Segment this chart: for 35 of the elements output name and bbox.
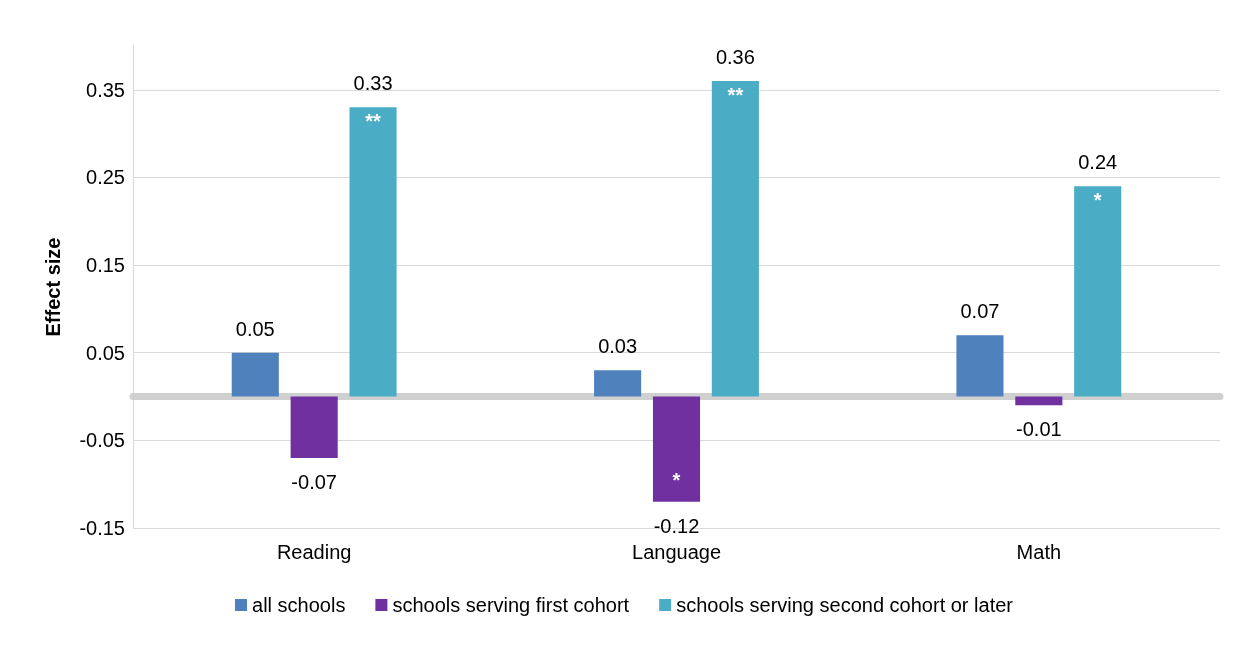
y-axis-title: Effect size xyxy=(42,237,64,337)
data-label: 0.07 xyxy=(960,300,1000,323)
data-label: -0.01 xyxy=(1016,418,1062,441)
x-tick-label: Language xyxy=(632,541,721,563)
bar xyxy=(956,335,1004,397)
bar xyxy=(652,396,701,502)
legend-label: all schools xyxy=(252,594,346,616)
bar xyxy=(231,352,279,397)
bar xyxy=(349,107,397,397)
y-tick-label: 0.15 xyxy=(86,254,125,277)
annotation: ** xyxy=(365,110,382,133)
y-tick-label: -0.15 xyxy=(79,517,125,539)
legend-label: schools serving second cohort or later xyxy=(676,594,1014,616)
data-label: 0.24 xyxy=(1078,151,1118,174)
x-tick-label: Math xyxy=(1016,541,1062,563)
bar xyxy=(1074,186,1122,397)
y-tick-label: 0.25 xyxy=(86,166,125,189)
bar xyxy=(594,370,642,397)
annotation: * xyxy=(1093,189,1102,212)
data-label: -0.07 xyxy=(291,470,337,493)
y-tick-label: 0.05 xyxy=(86,341,125,364)
data-label: 0.05 xyxy=(235,317,275,340)
legend-label: schools serving first cohort xyxy=(392,594,630,616)
annotation: ** xyxy=(727,84,744,107)
data-label: 0.03 xyxy=(598,335,638,358)
data-label: -0.12 xyxy=(653,514,700,537)
y-tick-label: -0.05 xyxy=(79,429,125,452)
data-label: 0.36 xyxy=(715,46,755,69)
bar xyxy=(1015,396,1063,406)
y-tick-label: 0.35 xyxy=(86,78,125,101)
bar xyxy=(711,81,759,397)
bar xyxy=(290,396,338,458)
x-tick-label: Reading xyxy=(276,541,352,563)
data-label: 0.33 xyxy=(353,72,393,95)
annotation: * xyxy=(672,468,681,491)
